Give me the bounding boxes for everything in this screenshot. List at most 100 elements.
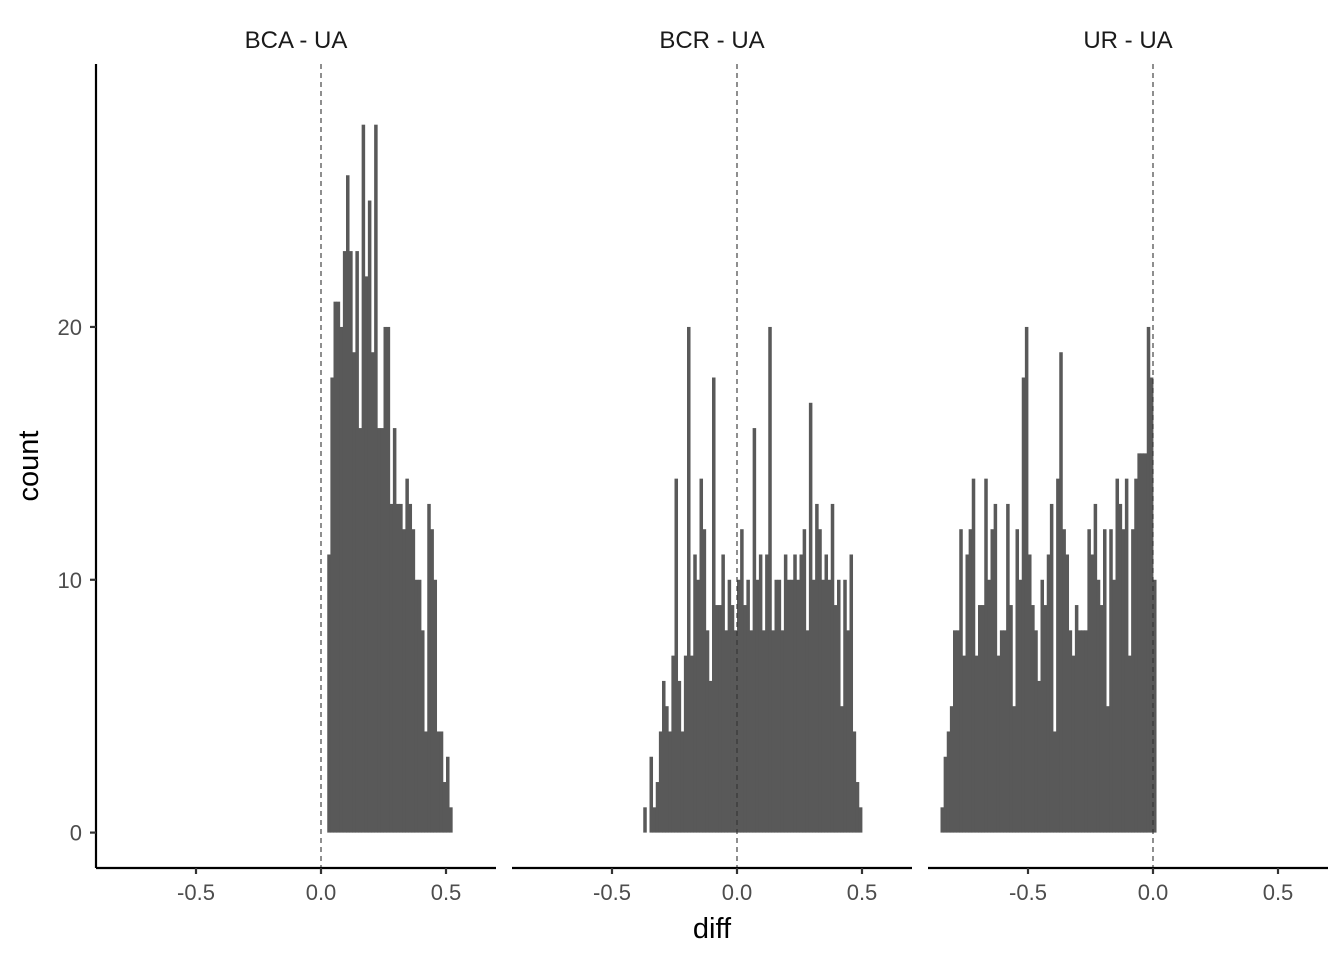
histogram-bar <box>746 579 750 833</box>
histogram-bar <box>749 630 754 833</box>
histogram-bar <box>1012 706 1016 833</box>
histogram-bar <box>374 124 378 833</box>
histogram-bar <box>1021 377 1026 833</box>
histogram-bar <box>968 529 973 833</box>
histogram-bar <box>683 655 688 833</box>
histogram-bar <box>1006 503 1010 833</box>
histogram-bar <box>1018 579 1023 833</box>
histogram-bar <box>330 377 334 833</box>
histogram-bar <box>1028 554 1032 833</box>
histogram-bar <box>442 782 447 833</box>
histogram-bar <box>940 807 945 833</box>
histogram-bar <box>1084 630 1088 833</box>
histogram-bar <box>953 630 957 833</box>
histogram-bar <box>1037 680 1041 833</box>
histogram-bar <box>752 428 757 833</box>
histogram-bar <box>1081 630 1085 833</box>
histogram-bar <box>1040 579 1045 833</box>
histogram-bar <box>771 630 775 833</box>
histogram-bar <box>696 579 700 833</box>
x-tick-label: 0.0 <box>306 880 337 905</box>
histogram-bar <box>1065 554 1070 833</box>
histogram-bar <box>399 503 403 833</box>
panel-title: BCR - UA <box>659 27 764 54</box>
histogram-bar <box>1053 731 1057 833</box>
histogram-bar <box>1015 529 1020 833</box>
histogram-bar <box>959 529 963 833</box>
histogram-bar <box>724 630 729 833</box>
y-axis-title: count <box>13 431 45 502</box>
panel-title: UR - UA <box>1083 27 1172 54</box>
histogram-bar <box>402 529 406 833</box>
x-tick-label: 0.5 <box>847 880 878 905</box>
histogram-bar <box>996 655 1001 833</box>
histogram-bar <box>837 579 841 833</box>
histogram-bar <box>414 579 419 833</box>
histogram-bar <box>787 579 791 833</box>
histogram-bar <box>846 630 850 833</box>
histogram-bar <box>1074 605 1079 833</box>
histogram-bar <box>805 630 810 833</box>
histogram-bar <box>808 402 813 833</box>
histogram-bar <box>339 326 344 833</box>
histogram-bar <box>436 731 441 833</box>
histogram-bar <box>355 251 359 833</box>
histogram-bar <box>342 251 347 833</box>
histogram-bar <box>1146 326 1151 833</box>
histogram-bar <box>990 529 995 833</box>
x-tick-label: 0.0 <box>1138 880 1169 905</box>
histogram-bar <box>783 554 788 833</box>
histogram-bar <box>1068 630 1073 833</box>
histogram-bar <box>693 554 697 833</box>
histogram-bar <box>433 579 438 833</box>
histogram-bar <box>346 175 350 833</box>
histogram-bar <box>840 706 844 833</box>
histogram-bar <box>1096 579 1101 833</box>
x-tick-label: 0.0 <box>722 880 753 905</box>
histogram-bar <box>333 301 338 833</box>
histogram-bar <box>1106 706 1110 833</box>
histogram-bar <box>943 756 948 833</box>
histogram-bar <box>349 251 353 833</box>
histogram-bar <box>780 630 785 833</box>
histogram-bar <box>762 630 766 833</box>
y-tick-label: 20 <box>58 315 82 340</box>
histogram-bar <box>1153 579 1157 833</box>
x-tick-label: -0.5 <box>1009 880 1047 905</box>
histogram-bar <box>687 326 691 833</box>
histogram-bar <box>1118 503 1123 833</box>
histogram-bar <box>712 377 716 833</box>
histogram-bar <box>812 579 816 833</box>
histogram-bar <box>852 731 857 833</box>
histogram-bar <box>677 680 682 833</box>
histogram-bar <box>417 579 422 833</box>
histogram-bar <box>740 529 744 833</box>
histogram-bar <box>1115 478 1120 833</box>
histogram-bar <box>987 579 991 833</box>
histogram-bar <box>774 579 779 833</box>
histogram-bar <box>999 630 1004 833</box>
histogram-bar <box>665 706 669 833</box>
histogram-bar <box>655 782 660 833</box>
histogram-bar <box>821 579 825 833</box>
histogram-bar <box>843 579 847 833</box>
histogram-bar <box>974 655 979 833</box>
histogram-bar <box>971 478 976 833</box>
histogram-bar <box>858 807 863 833</box>
histogram-bar <box>815 503 819 833</box>
histogram-bar <box>649 756 654 833</box>
histogram-bar <box>424 731 428 833</box>
histogram-bar <box>1059 352 1063 833</box>
histogram-bar <box>674 478 679 833</box>
histogram-bar <box>1128 655 1132 833</box>
y-tick-label: 0 <box>70 821 82 846</box>
histogram-bar <box>439 731 444 833</box>
histogram-bar <box>352 352 356 833</box>
histogram-bar <box>946 731 951 833</box>
histogram-bar <box>1031 605 1035 833</box>
histogram-bar <box>824 554 829 833</box>
histogram-bar <box>1062 529 1066 833</box>
x-tick-label: -0.5 <box>593 880 631 905</box>
histogram-bar <box>768 326 772 833</box>
